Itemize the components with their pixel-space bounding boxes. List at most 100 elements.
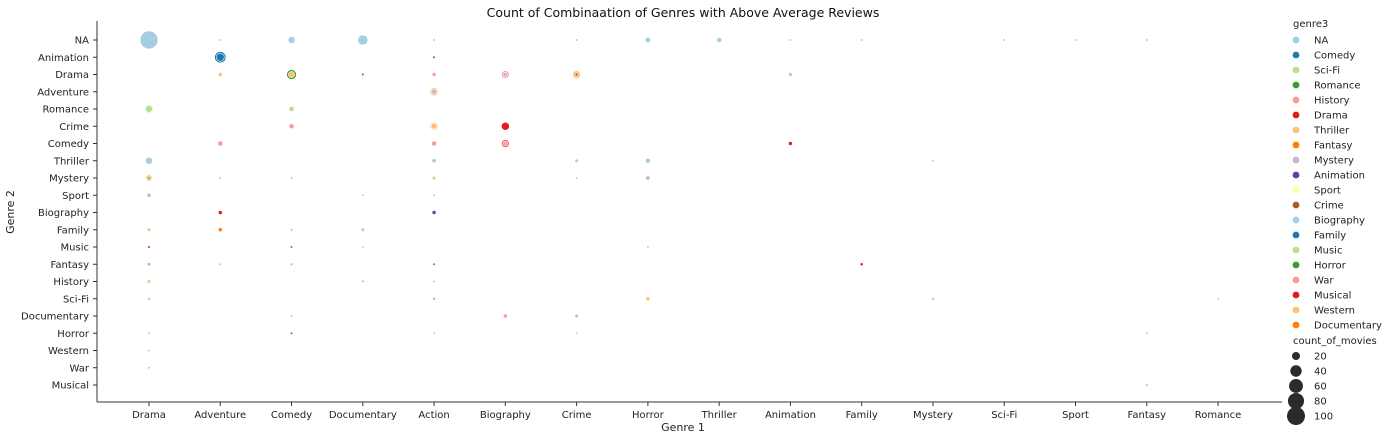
data-point	[575, 331, 579, 335]
legend-label: Fantasy	[1314, 141, 1353, 152]
data-point	[432, 331, 436, 335]
x-tick-label: Action	[418, 410, 449, 421]
legend-swatch	[1292, 246, 1300, 254]
data-point	[574, 72, 579, 77]
data-point	[574, 158, 579, 163]
data-point	[646, 245, 650, 249]
x-tick-label: Thriller	[701, 410, 738, 421]
y-tick-label: Comedy	[48, 139, 89, 150]
legend-size-label: 60	[1314, 382, 1327, 393]
x-tick-label: Romance	[1195, 410, 1241, 421]
y-tick-label: Music	[61, 243, 89, 254]
x-axis-title: Genre 1	[661, 421, 705, 434]
legend-size-swatch	[1289, 379, 1303, 393]
y-ticks: NA Animation Drama Adventure Romance Crime Com…	[21, 36, 97, 392]
data-point	[432, 55, 436, 59]
data-point	[788, 72, 793, 77]
legend-swatch	[1292, 276, 1300, 284]
data-point	[431, 72, 437, 77]
x-tick-label: Crime	[562, 410, 592, 421]
data-point	[1145, 383, 1149, 387]
data-point	[146, 192, 152, 198]
y-tick-label: Fantasy	[51, 260, 90, 271]
data-point	[217, 72, 223, 77]
x-tick-label: Fantasy	[1128, 410, 1167, 421]
data-point	[430, 123, 438, 130]
data-point	[357, 34, 369, 46]
y-tick-label: History	[53, 277, 89, 288]
legend-swatch	[1292, 81, 1300, 89]
chart-title: Count of Combinaation of Genres with Abo…	[487, 5, 880, 20]
legend-size-label: 80	[1314, 397, 1327, 408]
data-point	[146, 279, 152, 284]
legend-size-swatch	[1291, 351, 1301, 361]
legend-label: Musical	[1314, 291, 1351, 302]
legend-swatch	[1292, 66, 1300, 74]
y-tick-label: Biography	[38, 208, 89, 219]
data-point	[432, 262, 436, 266]
x-ticks: Drama Adventure Comedy Documentary Action Bio…	[132, 402, 1241, 421]
data-point	[288, 123, 295, 130]
data-point	[431, 175, 437, 181]
legend-label: Western	[1314, 306, 1355, 317]
data-point	[503, 228, 507, 232]
data-point	[287, 36, 296, 44]
data-point	[575, 38, 579, 42]
data-point	[432, 279, 436, 284]
legend-label: Music	[1314, 246, 1342, 257]
x-tick-label: Mystery	[913, 410, 953, 421]
y-tick-label: Crime	[59, 122, 89, 133]
data-point	[788, 141, 793, 146]
y-tick-label: Thriller	[53, 156, 90, 167]
data-point	[788, 38, 792, 42]
data-point	[502, 72, 508, 78]
data-point	[217, 140, 224, 147]
legend-label: Crime	[1314, 201, 1344, 212]
data-point	[1073, 38, 1078, 42]
data-point	[289, 314, 294, 318]
x-tick-label: Drama	[132, 410, 166, 421]
data-point	[288, 106, 295, 112]
legend-label: Drama	[1314, 111, 1348, 122]
data-point	[931, 159, 935, 163]
data-point	[147, 296, 151, 301]
data-point	[575, 176, 579, 180]
legend-swatch	[1292, 126, 1300, 134]
data-point	[147, 245, 151, 249]
data-point	[645, 157, 651, 164]
data-point	[1002, 38, 1006, 42]
data-point	[147, 366, 151, 370]
legend-swatch	[1292, 306, 1300, 314]
data-points	[139, 30, 1220, 387]
legend-swatch	[1292, 156, 1300, 164]
data-point	[361, 193, 365, 197]
data-point	[645, 175, 651, 181]
legend-size-entries: 20 40 60 80 100	[1287, 351, 1333, 425]
legend-swatch	[1292, 111, 1300, 119]
data-point	[289, 331, 294, 335]
y-tick-label: Romance	[43, 105, 89, 116]
data-point	[288, 71, 295, 78]
legend-size-label: 40	[1314, 367, 1327, 378]
legend-hue-title: genre3	[1293, 19, 1328, 30]
data-point	[501, 121, 510, 131]
data-point	[432, 296, 436, 301]
legend-size-swatch	[1287, 407, 1305, 425]
data-point	[218, 262, 222, 266]
legend-swatch	[1292, 171, 1300, 179]
data-point	[931, 296, 935, 301]
data-point	[503, 313, 508, 319]
data-point	[431, 88, 437, 95]
legend-size-swatch	[1290, 365, 1302, 377]
y-tick-label: NA	[75, 36, 89, 47]
data-point	[215, 52, 225, 62]
data-point	[361, 72, 365, 77]
data-point	[289, 245, 294, 249]
y-tick-label: Sport	[62, 191, 89, 202]
x-tick-label: Adventure	[194, 410, 246, 421]
legend-swatch	[1292, 261, 1300, 269]
y-tick-label: Animation	[38, 53, 89, 64]
legend-label: Thriller	[1313, 126, 1350, 137]
data-point	[645, 296, 651, 302]
legend-swatch	[1292, 141, 1300, 149]
